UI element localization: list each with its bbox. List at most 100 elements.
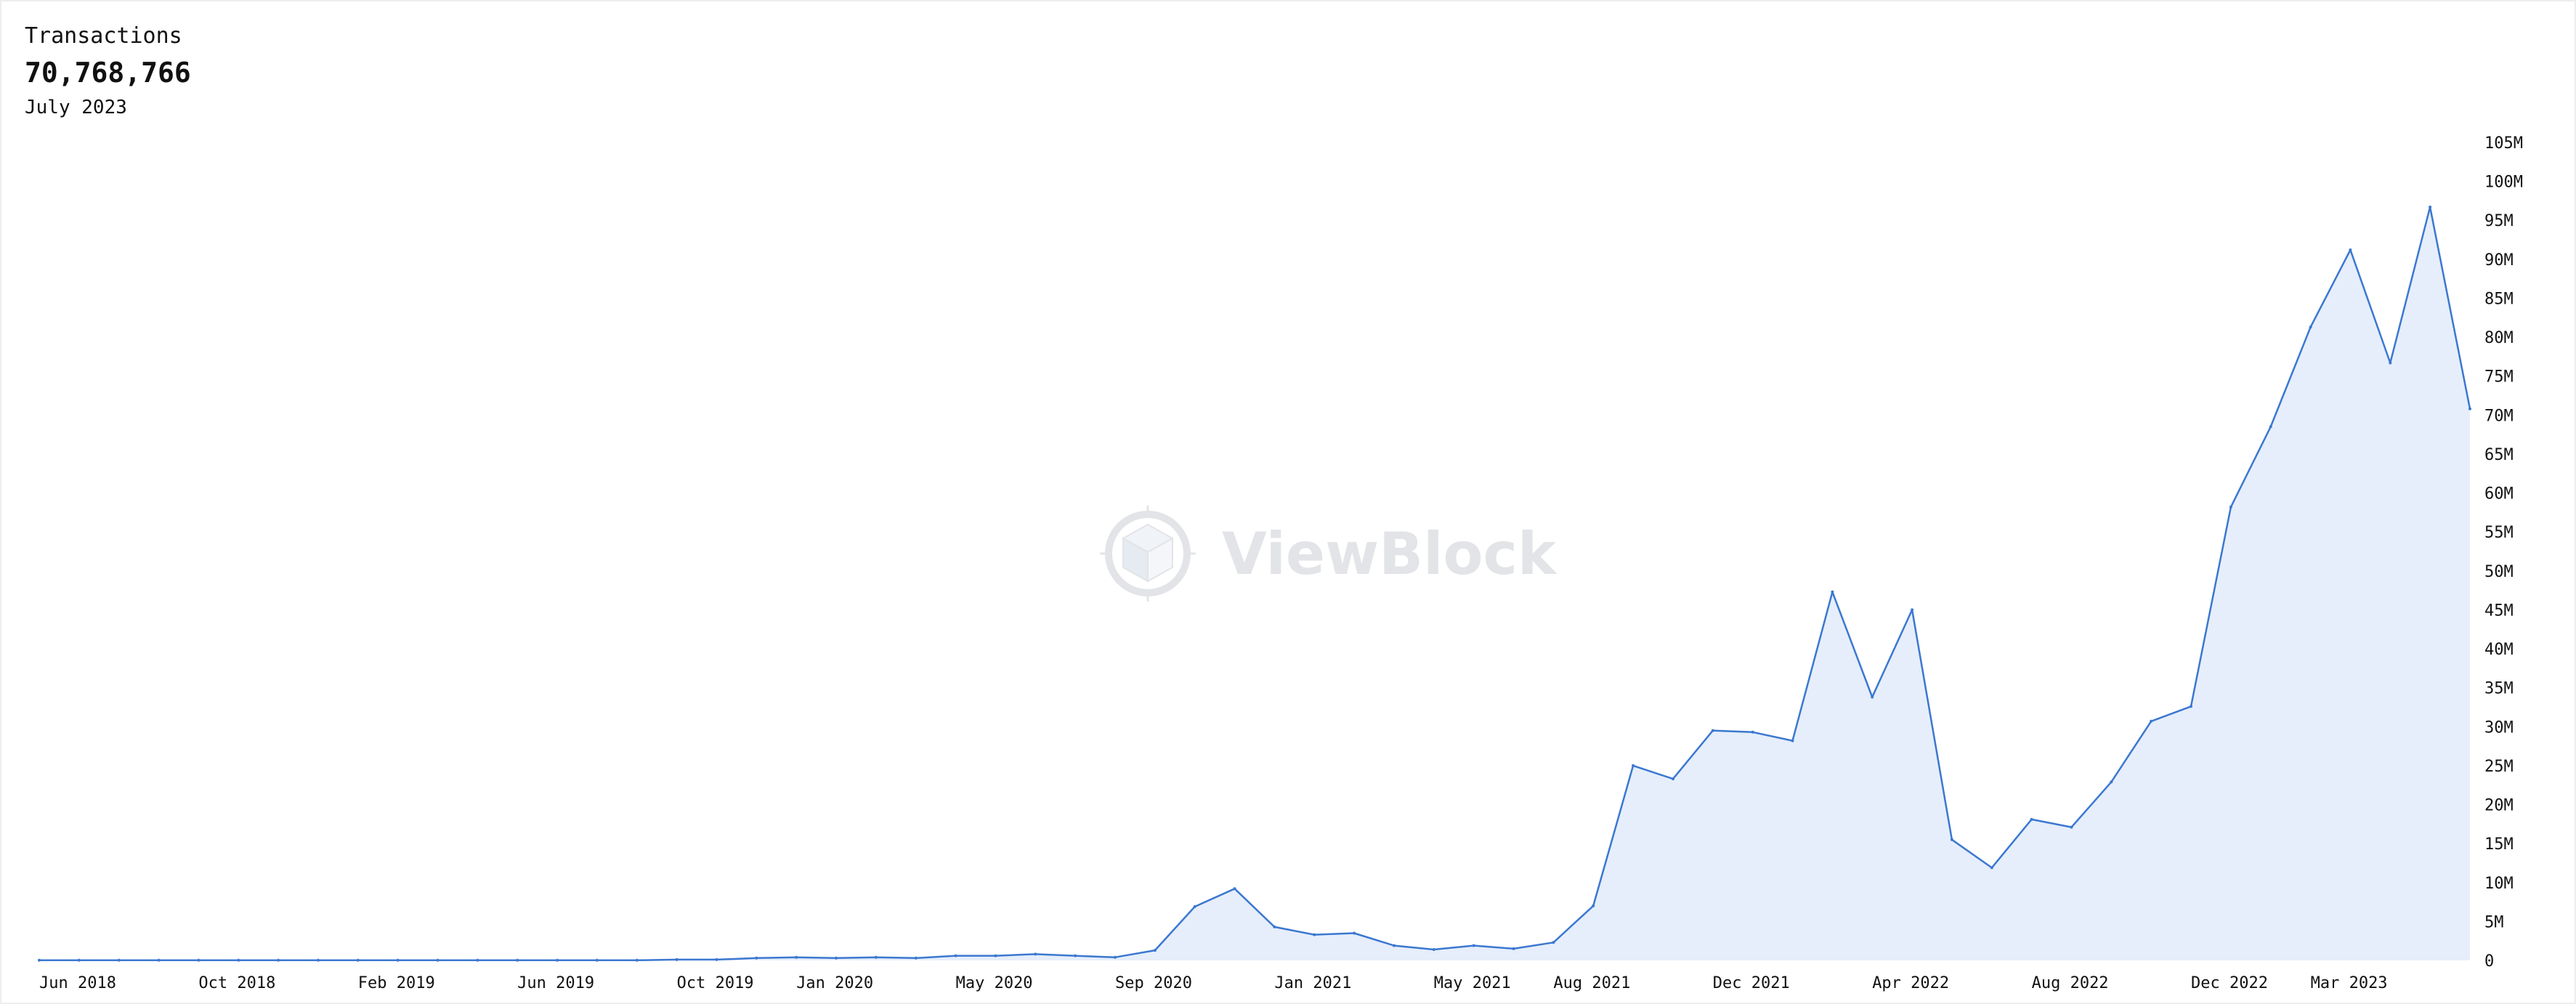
data-point-jul-2020 [1034,952,1037,955]
y-tick-label: 40M [2484,641,2514,659]
y-tick-label: 75M [2484,368,2514,386]
y-tick-label: 45M [2484,602,2514,620]
data-point-jul-2018 [78,959,81,962]
y-tick-label: 0 [2484,952,2494,971]
data-point-mar-2022 [1831,591,1834,594]
data-point-sep-2019 [636,959,639,962]
data-point-jan-2020 [795,956,798,959]
data-point-sep-2018 [158,959,161,962]
y-tick-label: 95M [2484,212,2514,230]
y-tick-label: 80M [2484,329,2514,347]
y-tick-label: 15M [2484,835,2514,854]
data-point-jun-2019 [516,959,519,962]
data-point-dec-2018 [277,959,280,962]
x-tick-label: Oct 2018 [198,974,275,992]
data-point-apr-2019 [437,959,440,962]
data-point-nov-2018 [237,959,240,962]
x-axis: Jun 2018 Oct 2018 Feb 2019 Jun 2019 Oct 2019… [39,974,2388,992]
data-point-mar-2020 [875,956,878,959]
x-tick-label: Jan 2021 [1274,974,1351,992]
data-point-jul-2019 [556,959,559,962]
data-point-jun-2021 [1473,944,1475,947]
data-point-feb-2020 [835,957,838,960]
data-point-sep-2022 [2070,826,2073,829]
x-tick-label: Oct 2019 [677,974,754,992]
x-tick-label: Apr 2022 [1872,974,1949,992]
y-tick-label: 30M [2484,718,2514,737]
data-point-apr-2023 [2349,248,2352,251]
y-tick-label: 55M [2484,524,2514,542]
data-point-may-2023 [2389,362,2391,365]
x-tick-label: Mar 2023 [2311,974,2388,992]
data-point-oct-2020 [1154,949,1157,952]
x-tick-label: Aug 2021 [1553,974,1630,992]
data-point-oct-2022 [2110,780,2113,783]
y-tick-label: 60M [2484,485,2514,503]
y-tick-label: 70M [2484,407,2514,425]
x-tick-label: Feb 2019 [358,974,435,992]
y-axis: 0 5M 10M 15M 20M 25M 30M 35M 40M 45M 50M 55M 60M 65M 7… [2484,134,2523,971]
y-tick-label: 25M [2484,758,2514,776]
watermark-text: ViewBlock [1222,520,1558,588]
data-point-jun-2020 [995,955,997,958]
y-tick-label: 35M [2484,680,2514,698]
y-tick-label: 90M [2484,251,2514,270]
data-point-feb-2023 [2269,425,2272,428]
data-point-feb-2019 [357,959,360,962]
data-point-feb-2022 [1791,740,1794,742]
y-tick-label: 105M [2484,134,2523,153]
data-point-nov-2022 [2150,720,2152,723]
y-tick-label: 5M [2484,913,2504,931]
data-point-jul-2023 [2468,408,2471,410]
data-point-oct-2019 [676,958,679,961]
data-point-aug-2019 [596,959,599,962]
y-tick-label: 20M [2484,797,2514,815]
data-point-sep-2021 [1592,904,1595,907]
data-point-dec-2019 [755,957,758,960]
watermark: ViewBlock [1100,506,1558,602]
data-point-aug-2018 [118,959,121,962]
y-tick-label: 10M [2484,875,2514,893]
data-point-apr-2020 [915,957,918,960]
data-point-mar-2019 [397,959,400,962]
data-point-oct-2018 [197,959,200,962]
data-point-jan-2023 [2229,506,2232,509]
data-point-may-2022 [1911,608,1913,611]
x-tick-label: Jan 2020 [796,974,873,992]
data-point-may-2019 [476,959,479,962]
y-tick-label: 50M [2484,563,2514,581]
data-point-may-2020 [955,955,957,958]
data-point-jun-2022 [1951,838,1953,841]
x-tick-label: May 2021 [1434,974,1511,992]
data-point-may-2021 [1433,948,1435,951]
data-point-aug-2020 [1074,955,1077,958]
data-point-mar-2021 [1353,932,1356,935]
data-point-nov-2020 [1194,905,1196,908]
data-point-jan-2022 [1751,731,1754,734]
y-tick-label: 100M [2484,174,2523,192]
data-point-jan-2019 [317,959,320,962]
data-point-jan-2021 [1273,926,1276,928]
data-point-mar-2023 [2309,325,2312,328]
data-point-oct-2021 [1632,764,1635,767]
data-point-dec-2022 [2190,705,2192,708]
data-point-dec-2021 [1712,729,1714,732]
data-point-jul-2021 [1512,947,1515,950]
x-tick-label: Jun 2019 [517,974,594,992]
cube-logo-icon [1100,506,1196,602]
y-tick-label: 65M [2484,446,2514,464]
data-point-nov-2021 [1672,777,1674,780]
data-point-aug-2021 [1552,941,1555,944]
x-tick-label: Dec 2021 [1713,974,1790,992]
y-tick-label: 85M [2484,291,2514,309]
x-tick-label: May 2020 [956,974,1033,992]
x-tick-label: Dec 2022 [2191,974,2268,992]
x-tick-label: Jun 2018 [39,974,116,992]
data-point-apr-2021 [1393,944,1396,947]
data-point-sep-2020 [1114,956,1117,959]
data-point-apr-2022 [1871,696,1874,699]
data-point-jun-2018 [38,959,41,962]
data-point-jun-2023 [2429,206,2431,209]
data-point-aug-2022 [2030,818,2033,821]
